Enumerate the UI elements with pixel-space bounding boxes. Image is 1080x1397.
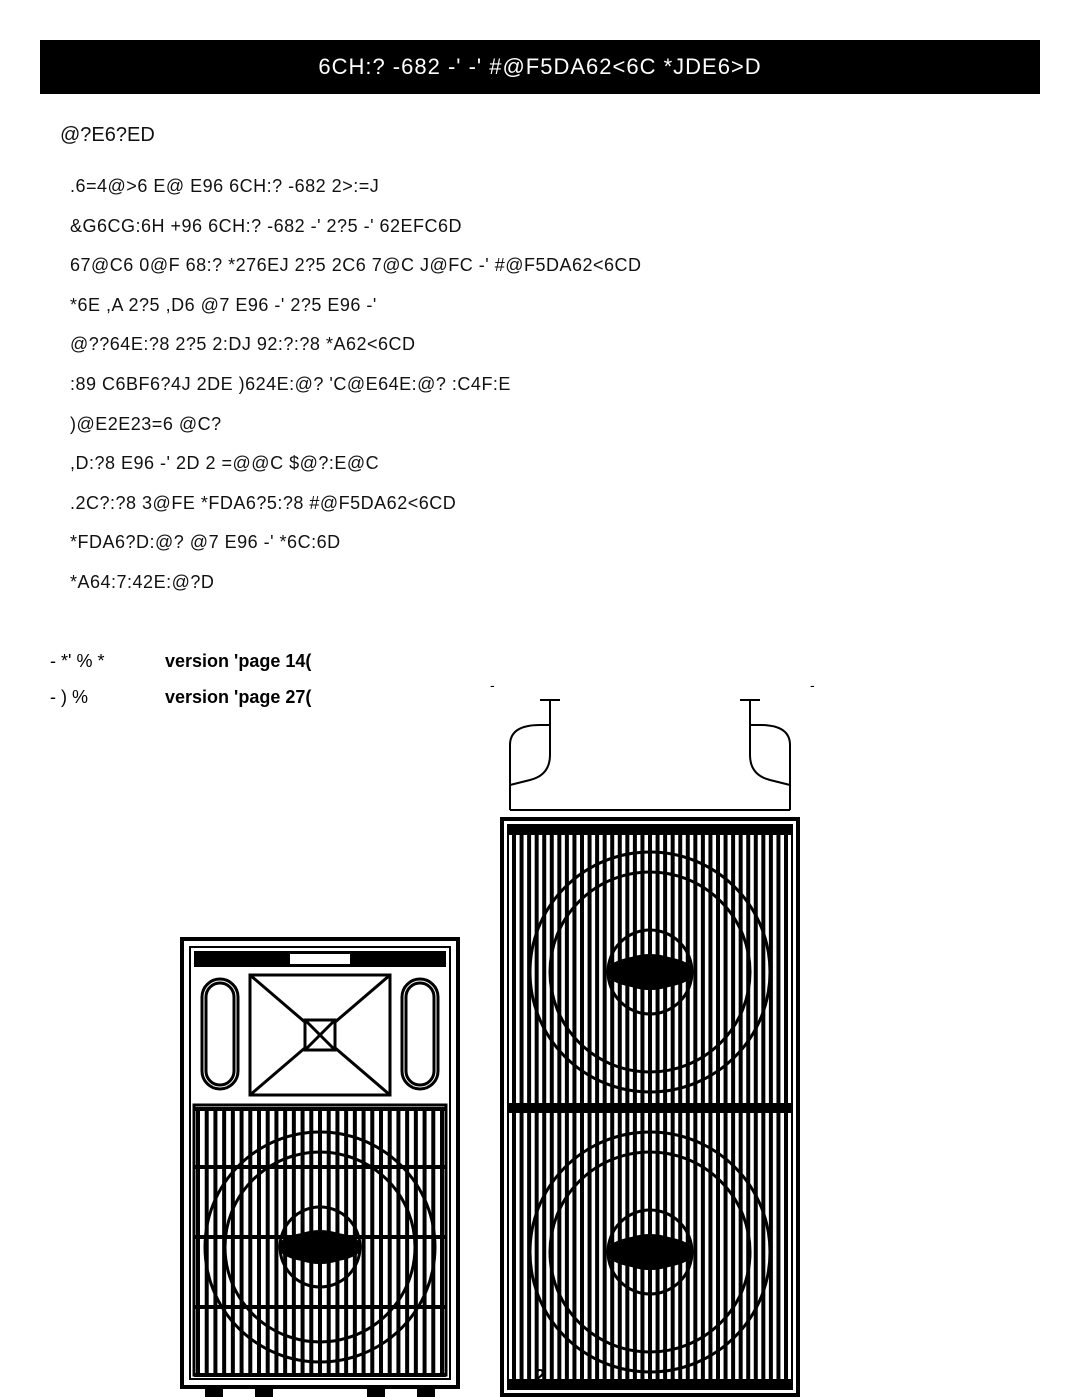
label-upper-right: - — [810, 677, 815, 693]
caster-assembly — [500, 685, 800, 815]
list-item: *A64:7:42E:@?D — [70, 563, 1040, 603]
list-item: &G6CG:6H +96 6CH:? -682 -' 2?5 -' 62EFC6… — [70, 207, 1040, 247]
list-item: 67@C6 0@F 68:? *276EJ 2?5 2C6 7@C J@FC -… — [70, 246, 1040, 286]
list-item: *FDA6?D:@? @7 E96 -' *6C:6D — [70, 523, 1040, 563]
list-item: .2C?:?8 3@FE *FDA6?5:?8 #@F5DA62<6CD — [70, 484, 1040, 524]
version-prefix: - *' % * — [50, 643, 160, 679]
list-item: )@E2E23=6 @C? — [70, 405, 1040, 445]
list-item: .6=4@>6 E@ E96 6CH:? -682 2>:=J — [70, 167, 1040, 207]
version-page: version 'page 14( — [165, 651, 311, 671]
contents-heading: @?E6?ED — [40, 124, 1040, 147]
list-item: :89 C6BF6?4J 2DE )624E:@? 'C@E64E:@? :C4… — [70, 365, 1040, 405]
speaker-diagrams: - - — [170, 697, 1050, 1397]
version-item: - *' % * version 'page 14( — [50, 643, 1040, 679]
list-item: @??64E:?8 2?5 2:DJ 92:?:?8 *A62<6CD — [70, 325, 1040, 365]
title-bar: 6CH:? -682 -' -' #@F5DA62<6C *JDE6>D — [40, 40, 1040, 94]
list-item: ,D:?8 E96 -' 2D 2 =@@C $@?:E@C — [70, 444, 1040, 484]
version-prefix: - ) % — [50, 679, 160, 715]
list-item: *6E ,A 2?5 ,D6 @7 E96 -' 2?5 E96 -' — [70, 286, 1040, 326]
label-upper-left: - — [490, 677, 495, 693]
page-number: 2 — [535, 1366, 545, 1387]
speaker-right — [500, 817, 800, 1397]
speaker-left — [180, 937, 460, 1397]
contents-list: .6=4@>6 E@ E96 6CH:? -682 2>:=J &G6CG:6H… — [40, 167, 1040, 603]
